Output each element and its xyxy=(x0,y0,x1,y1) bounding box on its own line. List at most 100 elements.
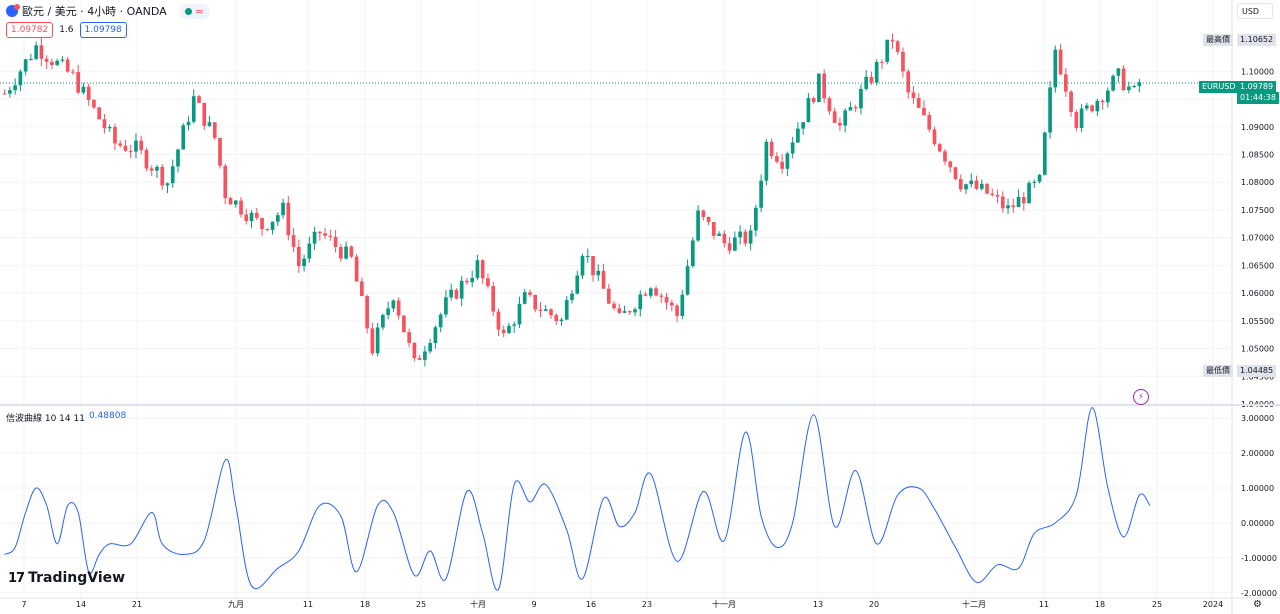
time-tick-label: 25 xyxy=(416,600,426,609)
time-tick-label: 11 xyxy=(303,600,313,609)
candle-body-up xyxy=(785,153,790,169)
lightning-icon[interactable]: ⚡ xyxy=(1133,389,1149,405)
candle-body-down xyxy=(39,45,44,59)
candle-body-down xyxy=(365,296,369,329)
low-label-badge: 最低價 xyxy=(1203,365,1233,377)
candle-body-down xyxy=(286,202,291,236)
candle-body-down xyxy=(943,151,947,162)
candle-body-up xyxy=(801,122,805,129)
time-tick-label: 十二月 xyxy=(962,599,986,609)
candle-body-down xyxy=(1074,112,1079,128)
candle-body-down xyxy=(486,278,490,287)
time-tick-label: 18 xyxy=(360,600,370,609)
candle-body-down xyxy=(880,61,884,63)
candle-body-down xyxy=(465,280,469,283)
candle-body-up xyxy=(848,107,853,111)
buy-price-button[interactable]: 1.09798 xyxy=(79,22,127,38)
osc-tick-label: 0.00000 xyxy=(1241,519,1274,528)
candle-body-up xyxy=(8,90,12,94)
candle-body-down xyxy=(2,93,7,95)
candle-body-up xyxy=(754,207,758,231)
candle-body-up xyxy=(1079,108,1084,128)
candle-body-down xyxy=(65,59,70,72)
price-tick-label: 1.05500 xyxy=(1241,317,1274,326)
candle-body-up xyxy=(764,141,769,181)
candle-body-down xyxy=(743,231,748,244)
candle-body-up xyxy=(517,303,522,325)
time-tick-label: 十一月 xyxy=(712,599,736,609)
candle-body-down xyxy=(160,166,165,186)
candle-body-down xyxy=(990,193,995,196)
candle-body-down xyxy=(218,137,222,166)
candle-body-up xyxy=(428,343,432,352)
candle-body-up xyxy=(738,231,742,238)
candle-body-up xyxy=(864,76,869,89)
indicator-legend[interactable]: 信波曲線 10 14 11 0.48808 xyxy=(6,411,126,424)
candle-body-up xyxy=(843,110,848,126)
candle-body-down xyxy=(123,145,128,151)
candle-body-up xyxy=(281,202,285,216)
candle-body-up xyxy=(181,125,186,150)
candle-body-up xyxy=(585,256,590,258)
time-tick-label: 23 xyxy=(642,600,652,609)
candle-body-up xyxy=(1037,174,1042,182)
sell-price-button[interactable]: 1.09782 xyxy=(6,22,54,38)
candle-body-up xyxy=(344,246,348,259)
candle-body-up xyxy=(733,237,737,251)
candle-body-up xyxy=(375,327,380,354)
candle-body-up xyxy=(648,288,653,296)
candle-body-up xyxy=(249,212,254,222)
price-tick-label: 1.09000 xyxy=(1241,123,1274,132)
market-status-pill[interactable]: ≈ xyxy=(178,3,210,19)
symbol-title[interactable]: 歐元 / 美元 · 4小時 · OANDA xyxy=(22,5,167,18)
candle-body-down xyxy=(402,315,406,333)
price-tick-label: 1.07500 xyxy=(1241,206,1274,215)
candle-body-up xyxy=(1053,49,1058,88)
candle-body-down xyxy=(895,41,900,52)
candle-body-down xyxy=(76,72,81,93)
candle-body-down xyxy=(706,216,711,223)
candle-body-down xyxy=(102,119,107,129)
candle-body-up xyxy=(191,96,196,122)
candle-body-down xyxy=(538,309,543,311)
candle-body-down xyxy=(480,260,485,279)
candle-body-down xyxy=(911,92,916,98)
time-tick-label: 九月 xyxy=(228,600,244,609)
candle-body-down xyxy=(627,311,632,313)
candle-body-down xyxy=(113,126,117,144)
candle-body-down xyxy=(838,122,842,126)
candle-body-up xyxy=(806,98,811,123)
candle-body-up xyxy=(1106,90,1110,103)
candle-body-down xyxy=(985,183,989,194)
candle-body-down xyxy=(853,107,858,109)
candle-body-up xyxy=(55,60,59,65)
candle-body-up xyxy=(1032,181,1037,183)
last-price-badge: 1.09789 xyxy=(1237,81,1277,93)
candle-body-up xyxy=(690,240,695,267)
settings-icon[interactable]: ⚙ xyxy=(1253,599,1262,610)
tradingview-name: TradingView xyxy=(28,570,126,586)
currency-button[interactable]: USD xyxy=(1237,3,1273,19)
candle-body-down xyxy=(354,256,359,282)
candle-body-down xyxy=(417,358,422,360)
candle-body-down xyxy=(554,315,559,322)
candle-body-down xyxy=(722,233,727,244)
candle-body-down xyxy=(549,309,553,316)
symbol-header[interactable]: 歐元 / 美元 · 4小時 · OANDA ≈ xyxy=(6,3,210,19)
candle-body-down xyxy=(669,302,674,306)
tradingview-logo[interactable]: 17 TradingView xyxy=(8,570,125,586)
candle-body-down xyxy=(228,198,233,205)
candle-body-down xyxy=(86,86,91,100)
osc-tick-label: -1.00000 xyxy=(1241,554,1277,563)
candle-body-down xyxy=(643,294,648,296)
candle-body-up xyxy=(1132,86,1136,88)
candle-body-down xyxy=(50,61,54,65)
candle-body-down xyxy=(712,222,716,236)
price-tick-label: 1.06000 xyxy=(1241,289,1274,298)
candle-body-down xyxy=(591,256,595,276)
candle-body-down xyxy=(317,231,322,234)
candle-body-up xyxy=(817,73,821,103)
candle-body-down xyxy=(202,102,207,126)
candle-body-up xyxy=(107,126,112,129)
